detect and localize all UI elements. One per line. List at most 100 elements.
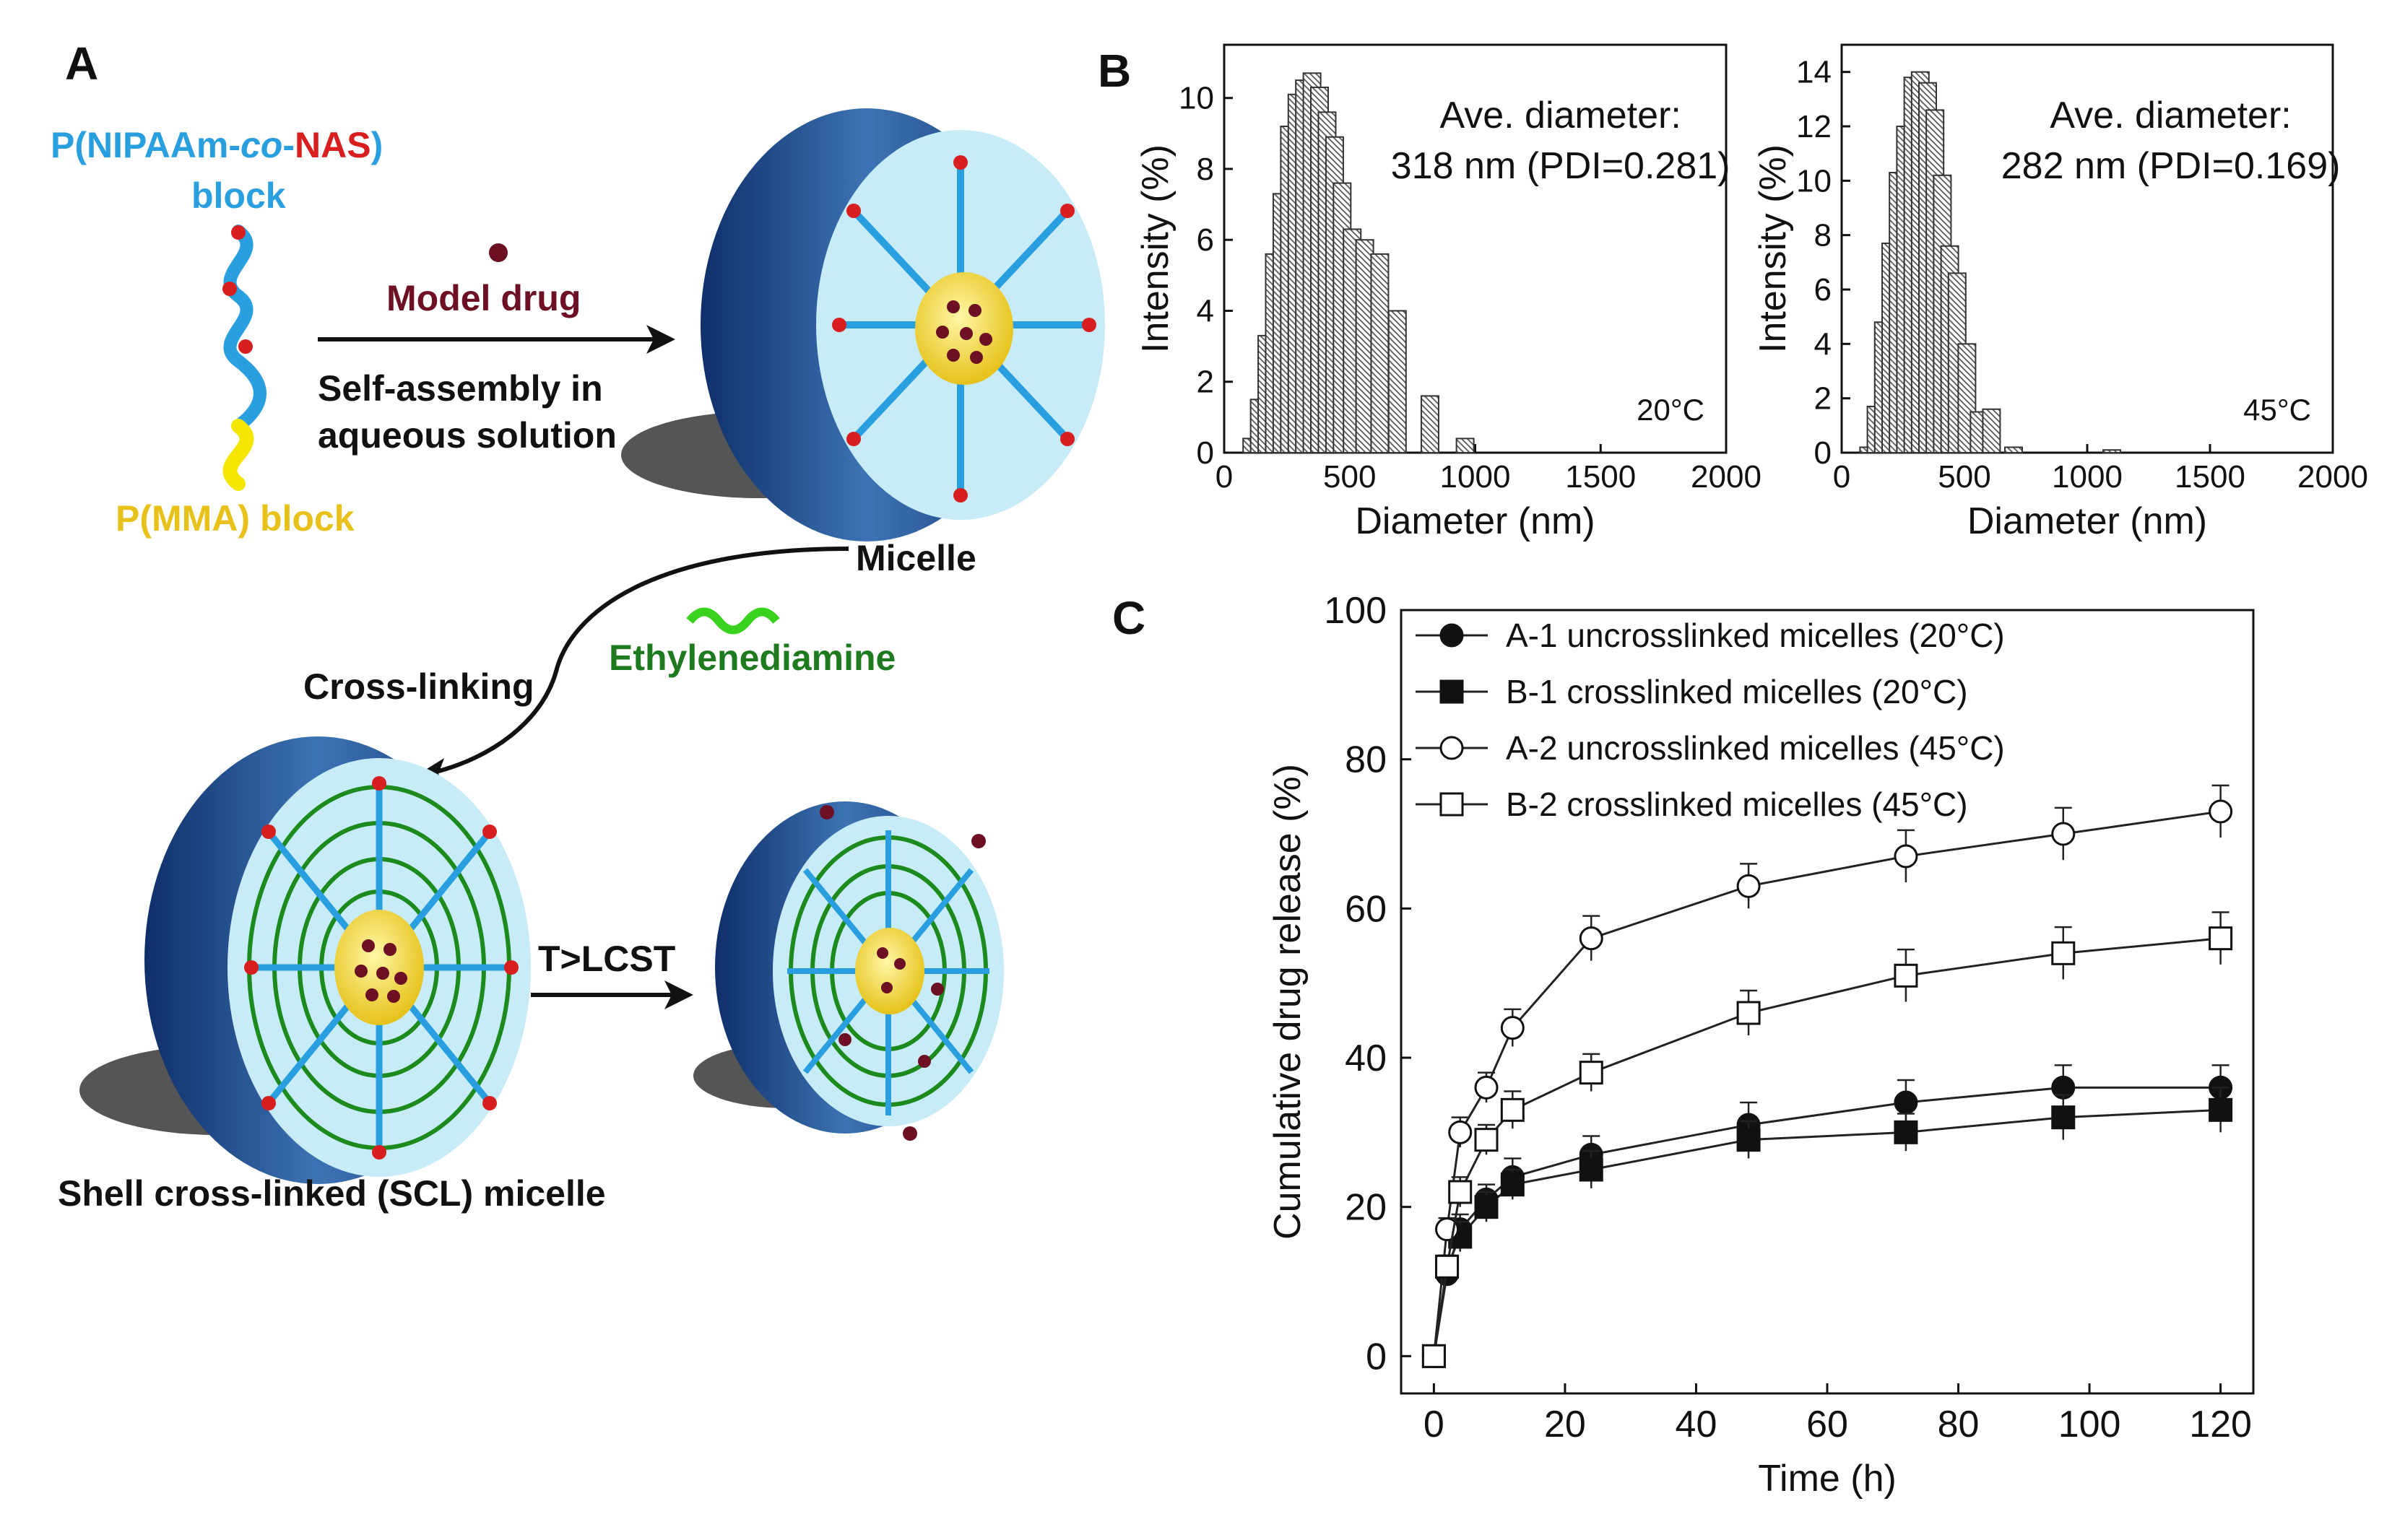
data-point [1736, 1001, 1761, 1025]
y-tick-label: 100 [1324, 590, 1387, 632]
data-point [1894, 963, 1918, 988]
data-point [1894, 1090, 1918, 1115]
scl-micelle-illustration [79, 736, 531, 1184]
x-tick-label: 500 [1323, 459, 1376, 495]
x-tick-label: 2000 [1691, 459, 1762, 495]
dls-bar [1420, 395, 1439, 453]
y-axis-label: Cumulative drug release (%) [1267, 764, 1309, 1240]
x-tick-label: 40 [1676, 1404, 1717, 1445]
drug-release-chart: 0 20 40 60 80 100 120 0 20 40 60 80 100 Time (h) Cumul… [1267, 590, 2255, 1500]
data-point [1474, 1128, 1499, 1152]
data-point [1579, 1061, 1603, 1085]
dls-bar [2004, 446, 2023, 454]
data-point [2051, 1105, 2076, 1130]
copolymer-p: P(NIPAAm- [51, 125, 240, 165]
series-4 [1421, 911, 2233, 1368]
y-tick-label: 4 [1197, 293, 1214, 329]
x-tick-label: 1000 [2052, 459, 2123, 495]
y-axis-label: Intensity (%) [1135, 144, 1176, 353]
y-tick-label: 20 [1345, 1187, 1387, 1229]
series-2 [1421, 1087, 2233, 1368]
y-tick-label: 60 [1345, 888, 1387, 930]
data-point [1439, 736, 1464, 760]
ethylenediamine-label: Ethylenediamine [609, 638, 896, 678]
self-assembly-arrow [318, 325, 675, 354]
data-point [2209, 799, 2233, 824]
x-axis-label: Time (h) [1758, 1458, 1897, 1500]
y-tick-label: 8 [1814, 218, 1832, 253]
data-point [1421, 1344, 1446, 1368]
swollen-scl-micelle-illustration [693, 801, 1004, 1141]
data-point [2051, 822, 2076, 846]
copolymer-dash: - [282, 125, 295, 165]
copolymer-close: ) [371, 125, 384, 165]
micelle-illustration [621, 108, 1105, 541]
data-point [1474, 1075, 1499, 1100]
copolymer-label: P(NIPAAm-co-NAS) [51, 125, 383, 165]
x-tick-label: 1500 [2175, 459, 2245, 495]
annotation-title: Ave. diameter: [2050, 95, 2291, 136]
series-line [1432, 1086, 2221, 1357]
data-point [1435, 1254, 1460, 1279]
temperature-label: 45°C [2243, 393, 2311, 427]
scl-micelle-label: Shell cross-linked (SCL) micelle [58, 1173, 606, 1214]
ethylenediamine-icon [686, 607, 780, 635]
model-drug-dot [489, 243, 508, 262]
lcst-arrow [531, 980, 693, 1009]
series-line [1432, 937, 2221, 1357]
y-tick-label: 6 [1814, 272, 1832, 308]
data-point [2209, 1097, 2233, 1122]
x-tick-label: 0 [1833, 459, 1850, 495]
data-point [2209, 926, 2233, 951]
data-point [1439, 679, 1464, 704]
dls-bar [2102, 449, 2121, 454]
y-tick-label: 2 [1814, 381, 1832, 417]
x-tick-label: 120 [2189, 1404, 2252, 1445]
y-tick-label: 8 [1197, 152, 1214, 187]
self-assembly-line2: aqueous solution [318, 415, 617, 456]
y-tick-label: 12 [1796, 109, 1832, 144]
x-tick-label: 80 [1938, 1404, 1980, 1445]
x-tick-label: 0 [1424, 1404, 1444, 1445]
y-tick-label: 80 [1345, 739, 1387, 781]
data-point [1439, 623, 1464, 648]
annotation-title: Ave. diameter: [1439, 95, 1681, 136]
dls-bar [1387, 310, 1407, 454]
data-point [1736, 1128, 1761, 1152]
data-point [1579, 1157, 1603, 1182]
panel-a-letter: A [65, 38, 98, 90]
data-point [1736, 874, 1761, 898]
y-tick-label: 4 [1814, 326, 1832, 362]
series-1 [1421, 1064, 2233, 1368]
legend-label: B-2 crosslinked micelles (45°C) [1506, 786, 1968, 823]
y-tick-label: 0 [1814, 435, 1832, 471]
x-tick-label: 100 [2058, 1404, 2121, 1445]
y-tick-label: 40 [1345, 1037, 1387, 1079]
data-point [1439, 792, 1464, 817]
legend-label: A-1 uncrosslinked micelles (20°C) [1506, 617, 2005, 654]
copolymer-co: co [240, 125, 282, 165]
series-3 [1421, 784, 2233, 1368]
data-point [1894, 844, 1918, 869]
x-tick-label: 2000 [2297, 459, 2368, 495]
x-axis-label: Diameter (nm) [1355, 500, 1595, 542]
y-tick-label: 10 [1179, 81, 1214, 116]
data-point [1474, 1195, 1499, 1219]
x-tick-label: 60 [1806, 1404, 1848, 1445]
series-line [1432, 810, 2221, 1357]
y-tick-label: 0 [1366, 1336, 1387, 1378]
y-axis-label: Intensity (%) [1752, 144, 1794, 353]
data-point [2051, 941, 2076, 965]
y-tick-label: 2 [1197, 365, 1214, 400]
x-tick-label: 1500 [1565, 459, 1636, 495]
data-point [1894, 1120, 1918, 1144]
x-tick-label: 1000 [1440, 459, 1511, 495]
copolymer-nas: NAS [295, 125, 371, 165]
panel-b-letter: B [1098, 45, 1131, 97]
data-point [1448, 1120, 1473, 1144]
legend-label: B-1 crosslinked micelles (20°C) [1506, 673, 1968, 710]
lcst-label: T>LCST [538, 939, 675, 979]
crosslinking-label: Cross-linking [303, 666, 534, 707]
panel-a: A P(NIPAAm-co-NAS) block P(MMA) block Mo… [51, 38, 1105, 1214]
